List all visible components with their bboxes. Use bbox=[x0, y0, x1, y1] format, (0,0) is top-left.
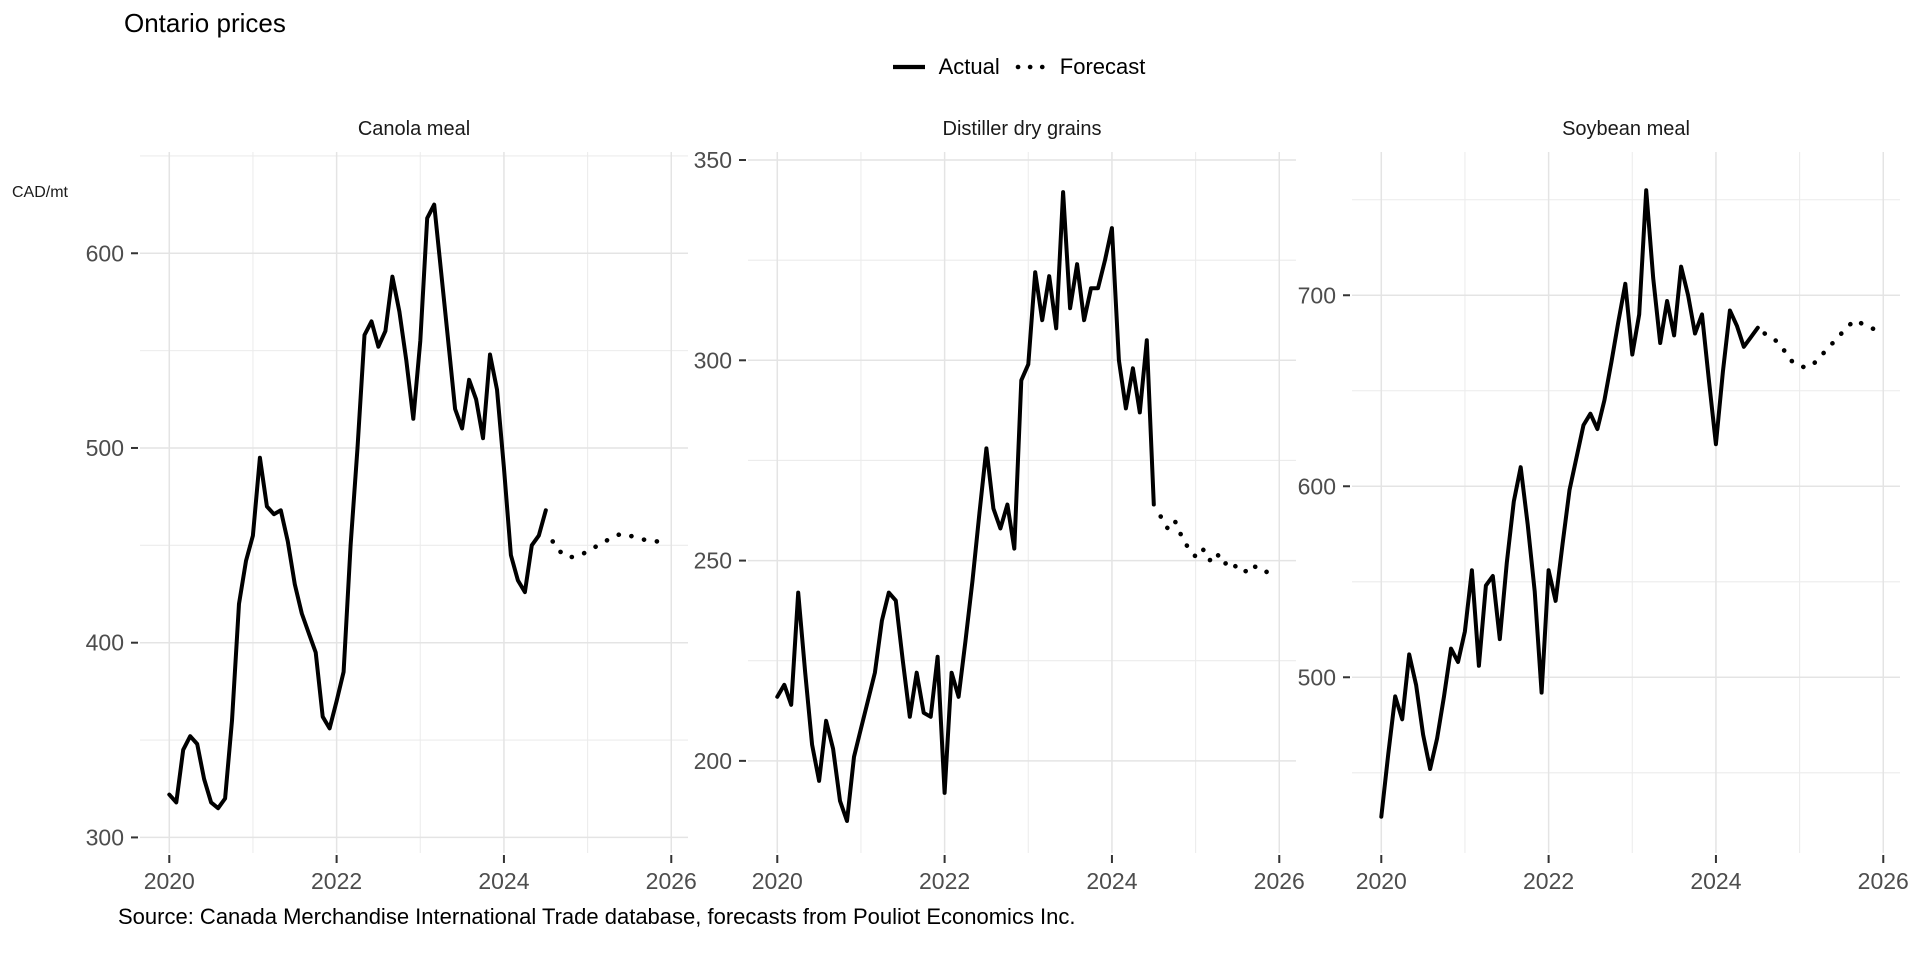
y-axis-unit-label: CAD/mt bbox=[12, 184, 68, 201]
y-axis-tick-label: 600 bbox=[86, 240, 124, 266]
x-axis-tick-label: 2022 bbox=[1523, 868, 1574, 894]
y-axis-tick-label: 600 bbox=[1298, 473, 1336, 499]
x-axis-tick-label: 2026 bbox=[1858, 868, 1909, 894]
y-axis-tick-label: 500 bbox=[1298, 664, 1336, 690]
y-axis-tick-label: 350 bbox=[694, 147, 732, 173]
page-title: Ontario prices bbox=[124, 8, 286, 38]
source-caption: Source: Canada Merchandise International… bbox=[118, 904, 1076, 929]
y-axis-tick-label: 500 bbox=[86, 435, 124, 461]
facet-title-canola-meal: Canola meal bbox=[357, 118, 471, 140]
forecast-line bbox=[550, 531, 667, 560]
legend-item-actual: Actual bbox=[891, 54, 1000, 80]
x-axis-tick-label: 2024 bbox=[1690, 868, 1741, 894]
facet-panel-1: 200 250 300 350 2020 2022 2024 2026 bbox=[694, 147, 1305, 894]
forecast-line-swatch bbox=[1015, 64, 1048, 70]
facet-title-distiller-dry-grains: Distiller dry grains bbox=[942, 118, 1102, 140]
forecast-line bbox=[1762, 317, 1879, 371]
x-axis-tick-label: 2026 bbox=[1254, 868, 1305, 894]
legend-item-forecast: Forecast bbox=[1014, 54, 1146, 80]
legend-label-actual: Actual bbox=[938, 54, 1000, 79]
x-axis-tick-label: 2024 bbox=[478, 868, 529, 894]
y-axis-tick-label: 300 bbox=[86, 824, 124, 850]
actual-line bbox=[167, 202, 548, 811]
x-axis-tick-label: 2020 bbox=[752, 868, 803, 894]
facet-panel-2: 500 600 700 2020 2022 2024 2026 bbox=[1298, 152, 1909, 894]
facet-title-soybean-meal: Soybean meal bbox=[1562, 118, 1690, 140]
x-axis-tick-label: 2022 bbox=[919, 868, 970, 894]
y-axis-tick-label: 400 bbox=[86, 630, 124, 656]
legend: Actual Forecast bbox=[58, 54, 1920, 80]
legend-label-forecast: Forecast bbox=[1059, 54, 1146, 79]
actual-line-swatch bbox=[892, 64, 925, 70]
forecast-line bbox=[1158, 514, 1275, 575]
actual-line bbox=[775, 190, 1156, 823]
x-axis-tick-label: 2026 bbox=[646, 868, 697, 894]
x-axis-tick-label: 2020 bbox=[1356, 868, 1407, 894]
x-axis-tick-label: 2022 bbox=[311, 868, 362, 894]
x-axis-tick-label: 2020 bbox=[144, 868, 195, 894]
y-axis-tick-label: 250 bbox=[694, 548, 732, 574]
y-axis-tick-label: 200 bbox=[694, 748, 732, 774]
y-axis-tick-label: 700 bbox=[1298, 282, 1336, 308]
x-axis-tick-label: 2024 bbox=[1086, 868, 1137, 894]
facet-panel-0: 300 400 500 600 2020 2022 2024 2026 bbox=[86, 152, 697, 894]
y-axis-tick-label: 300 bbox=[694, 347, 732, 373]
actual-line bbox=[1379, 188, 1760, 819]
